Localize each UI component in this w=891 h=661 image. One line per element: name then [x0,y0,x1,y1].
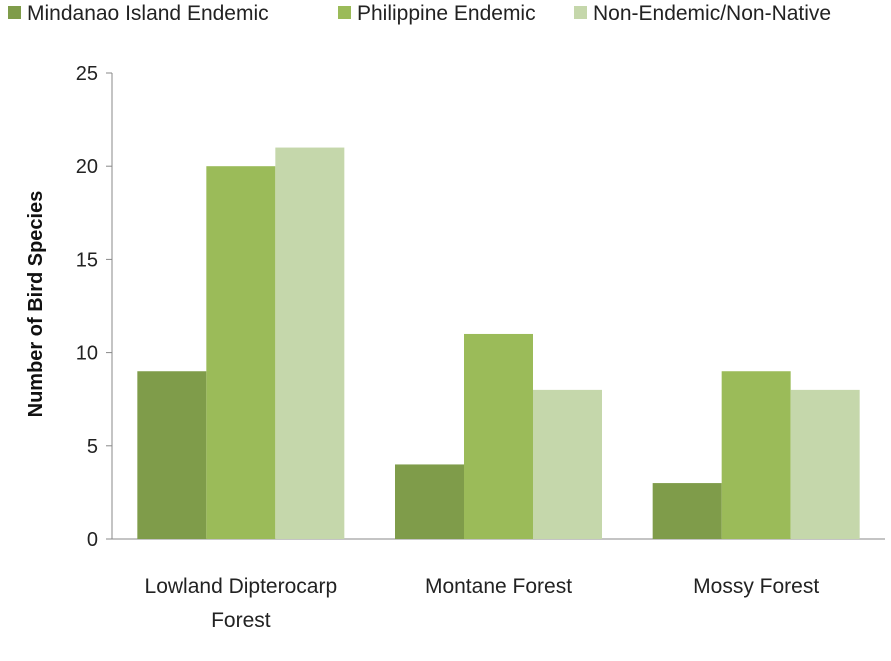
x-category-label: Forest [211,609,271,632]
y-tick-label: 0 [87,529,98,551]
bar [721,371,791,539]
x-category-label: Lowland Dipterocarp [145,575,338,598]
legend-label: Philippine Endemic [357,2,536,25]
legend-swatch [8,6,21,19]
bar [275,147,345,539]
bar [533,389,602,539]
category-labels: Lowland Dipterocarp Forest Montane Forest M… [145,575,820,632]
bar [464,333,533,539]
bar [137,371,207,539]
legend-swatch [574,6,587,19]
y-tick-label: 5 [87,436,98,458]
y-tick-label: 10 [76,343,98,365]
y-axis-title: Number of Bird Species [25,191,47,418]
legend: Mindanao Island Endemic Philippine Endemi… [8,2,831,25]
y-tick-label: 20 [76,156,98,178]
legend-swatch [338,6,351,19]
bar [206,166,276,539]
bar [395,464,464,539]
x-category-label: Montane Forest [425,575,572,598]
y-tick-label: 25 [76,63,98,85]
legend-label: Mindanao Island Endemic [27,2,269,25]
y-tick-label: 15 [76,249,98,271]
legend-label: Non-Endemic/Non-Native [593,2,831,25]
bar [790,389,860,539]
x-category-label: Mossy Forest [693,575,819,598]
bars [137,147,860,539]
bar [652,483,722,539]
